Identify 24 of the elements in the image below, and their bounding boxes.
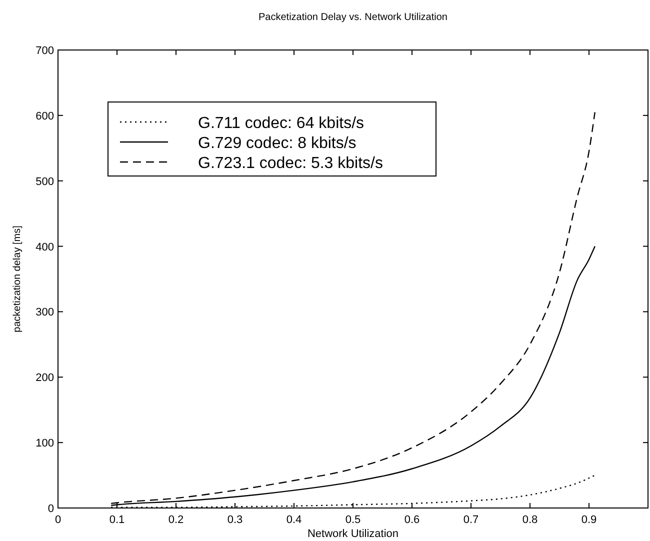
y-tick-label: 0 [48,503,54,515]
x-tick-label: 0.4 [286,514,302,526]
x-tick-label: 0.2 [168,514,184,526]
y-tick-label: 400 [36,241,54,254]
x-tick-label: 0.1 [109,514,125,526]
legend-label: G.729 codec: 8 kbits/s [198,135,356,152]
y-tick-label: 700 [36,45,54,57]
chart-title: Packetization Delay vs. Network Utilization [258,12,448,23]
legend-label: G.711 codec: 64 kbits/s [198,115,364,132]
x-tick-label: 0.9 [581,514,597,526]
y-tick-label: 500 [36,176,54,188]
y-tick-label: 100 [36,438,54,450]
legend-label: G.723.1 codec: 5.3 kbits/s [198,155,383,172]
x-axis-title: Network Utilization [307,528,399,540]
y-tick-label: 300 [36,306,54,319]
x-tick-label: 0 [54,514,62,526]
y-tick-label: 200 [36,372,54,384]
x-tick-label: 0.8 [522,514,538,526]
y-axis-title: packetization delay [ms] [12,225,23,332]
x-tick-label: 0.5 [345,514,361,526]
x-tick-label: 0.3 [227,514,243,526]
x-tick-label: 0.6 [404,514,420,526]
x-tick-label: 0.7 [463,514,479,526]
y-tick-label: 600 [36,110,54,122]
